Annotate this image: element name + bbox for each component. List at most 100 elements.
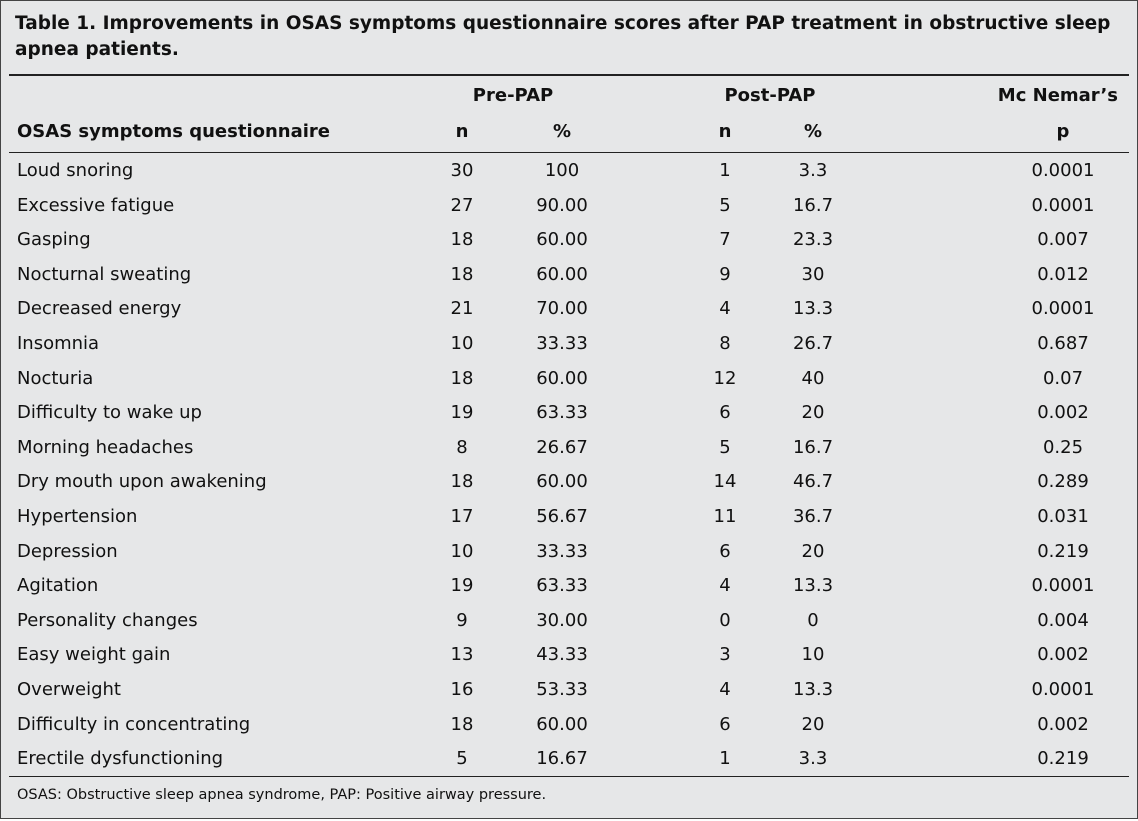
cell: 63.33 (536, 575, 588, 597)
cell: 3.3 (798, 160, 828, 181)
cell: 6 (719, 540, 731, 562)
column-header: % (552, 121, 572, 142)
cell: 26.7 (792, 333, 834, 354)
cell: 0.289 (1037, 471, 1089, 493)
cell: 0.004 (1037, 609, 1089, 631)
cell: 9 (719, 263, 731, 285)
cell: 13.3 (792, 575, 834, 597)
cell: 53.33 (536, 679, 588, 700)
column-header: n (718, 121, 732, 142)
column-header: OSAS symptoms questionnaire (17, 121, 331, 142)
cell: 1 (719, 748, 731, 770)
cell: 0.002 (1037, 644, 1089, 666)
rule (9, 74, 1129, 76)
cell: 23.3 (792, 229, 834, 251)
cell: 60.00 (536, 367, 588, 389)
cell: 0.0001 (1031, 575, 1095, 597)
cell: 26.67 (536, 436, 588, 458)
row-label: Gasping (17, 229, 91, 251)
column-header: p (1056, 121, 1070, 142)
cell: 20 (801, 713, 825, 735)
row-label: Erectile dysfunctioning (17, 748, 224, 770)
cell: 70.00 (536, 298, 588, 320)
cell: 33.33 (536, 333, 588, 354)
cell: 60.00 (536, 471, 588, 493)
cell: 13.3 (792, 679, 834, 700)
cell: 0.219 (1037, 748, 1089, 770)
cell: 16.7 (792, 436, 834, 458)
cell: 21 (450, 298, 474, 320)
cell: 100 (544, 160, 580, 181)
row-label: Decreased energy (17, 298, 182, 320)
cell: 0 (719, 609, 731, 631)
cell: 6 (719, 402, 731, 424)
row-label: Personality changes (17, 609, 198, 631)
group-header: Pre-PAP (472, 85, 554, 106)
cell: 30 (801, 263, 825, 285)
cell: 4 (719, 298, 731, 320)
cell: 5 (456, 748, 468, 770)
cell: 18 (450, 471, 474, 493)
cell: 19 (450, 402, 474, 424)
cell: 8 (456, 436, 468, 458)
row-label: Difficulty to wake up (17, 402, 202, 424)
cell: 36.7 (792, 506, 834, 527)
cell: 40 (801, 367, 825, 389)
cell: 0.07 (1042, 367, 1084, 389)
cell: 0.25 (1042, 436, 1084, 458)
cell: 0.0001 (1031, 194, 1095, 216)
cell: 11 (713, 506, 737, 527)
cell: 3.3 (798, 748, 828, 770)
cell: 14 (713, 471, 737, 493)
cell: 0.219 (1037, 540, 1089, 562)
cell: 0.031 (1037, 506, 1089, 527)
row-label: Nocturia (17, 367, 94, 389)
row-label: Excessive fatigue (17, 194, 175, 216)
cell: 33.33 (536, 540, 588, 562)
column-header: % (803, 121, 823, 142)
cell: 60.00 (536, 263, 588, 285)
row-label: Dry mouth upon awakening (17, 471, 267, 493)
cell: 7 (719, 229, 731, 251)
cell: 3 (719, 644, 731, 666)
group-header: Mc Nemar’s (997, 85, 1118, 106)
cell: 27 (450, 194, 474, 216)
cell: 30 (450, 160, 474, 181)
cell: 12 (713, 367, 737, 389)
rule (9, 152, 1129, 153)
cell: 20 (801, 540, 825, 562)
cell: 56.67 (536, 506, 588, 527)
cell: 63.33 (536, 402, 588, 424)
row-label: Hypertension (17, 506, 138, 527)
cell: 16 (450, 679, 474, 700)
cell: 60.00 (536, 713, 588, 735)
cell: 0 (807, 609, 819, 631)
cell: 0.012 (1037, 263, 1089, 285)
cell: 10 (450, 333, 474, 354)
cell: 0.002 (1037, 402, 1089, 424)
cell: 18 (450, 713, 474, 735)
cell: 0.0001 (1031, 160, 1095, 181)
column-header: n (455, 121, 469, 142)
cell: 19 (450, 575, 474, 597)
row-label: Difficulty in concentrating (17, 713, 251, 735)
cell: 6 (719, 713, 731, 735)
row-label: Overweight (17, 679, 121, 700)
row-label: Loud snoring (17, 160, 134, 181)
row-label: Agitation (17, 575, 99, 597)
cell: 30.00 (536, 609, 588, 631)
row-label: Nocturnal sweating (17, 263, 192, 285)
cell: 43.33 (536, 644, 588, 666)
cell: 17 (450, 506, 474, 527)
row-label: Morning headaches (17, 436, 194, 458)
cell: 0.0001 (1031, 298, 1095, 320)
cell: 0.002 (1037, 713, 1089, 735)
cell: 60.00 (536, 229, 588, 251)
group-header: Post-PAP (724, 85, 816, 106)
cell: 10 (450, 540, 474, 562)
cell: 13.3 (792, 298, 834, 320)
cell: 5 (719, 194, 731, 216)
cell: 5 (719, 436, 731, 458)
cell: 9 (456, 609, 468, 631)
